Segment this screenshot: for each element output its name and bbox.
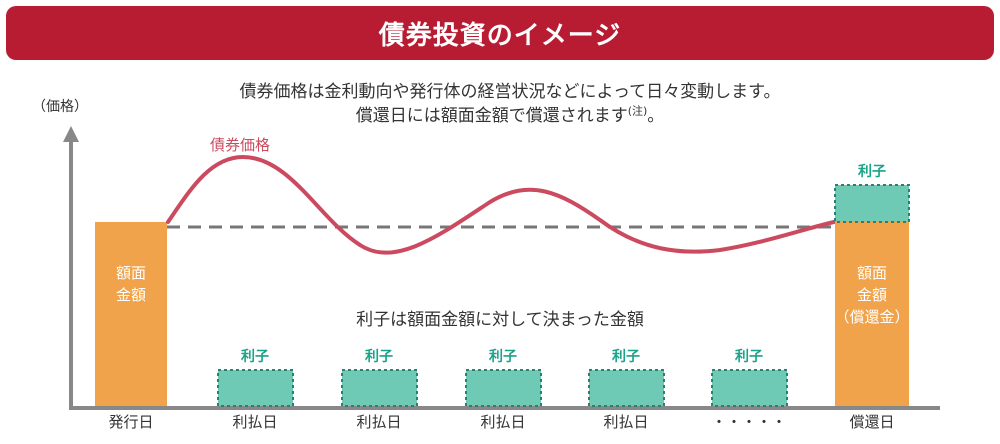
x-label-payment-date: 利払日 bbox=[356, 413, 402, 431]
coupon-label: 利子 bbox=[858, 164, 886, 180]
interest-note: 利子は額面金額に対して決まった金額 bbox=[356, 310, 644, 330]
x-label-redemption-date: 償還日 bbox=[849, 413, 895, 431]
face-value-bar-label: 額面 金額 bbox=[95, 262, 167, 306]
face-value-line-1: 額面 bbox=[115, 264, 146, 282]
face-value-line-2: 金額 bbox=[115, 286, 146, 304]
x-label-payment-date: 利払日 bbox=[603, 413, 649, 431]
note-mark: (注) bbox=[627, 104, 648, 118]
coupon-label: 利子 bbox=[612, 349, 640, 365]
coupon-label: 利子 bbox=[489, 349, 517, 365]
coupon-box bbox=[217, 369, 294, 407]
coupon-box bbox=[465, 369, 542, 407]
x-label-issue-date: 発行日 bbox=[108, 413, 154, 431]
x-label-payment-date: 利払日 bbox=[232, 413, 278, 431]
redemption-line-1: 額面 bbox=[856, 264, 887, 282]
description-line-1: 債券価格は金利動向や発行体の経営状況などによって日々変動します。 bbox=[239, 82, 781, 102]
coupon-label: 利子 bbox=[365, 349, 393, 365]
redemption-bar bbox=[835, 222, 909, 406]
coupon-label: 利子 bbox=[241, 349, 269, 365]
redemption-bar-label: 額面 金額 （償還金） bbox=[820, 262, 924, 328]
redemption-line-2: 金額 bbox=[856, 286, 887, 304]
description-line-2-end: 。 bbox=[647, 106, 665, 126]
title-banner: 債券投資のイメージ bbox=[6, 6, 994, 60]
description: 債券価格は金利動向や発行体の経営状況などによって日々変動します。 償還日には額面… bbox=[180, 80, 840, 128]
y-axis-label: （価格） bbox=[32, 99, 88, 115]
coupon-label: 利子 bbox=[735, 349, 763, 365]
final-coupon-box bbox=[834, 184, 910, 223]
coupon-box bbox=[341, 369, 418, 407]
description-line-2: 償還日には額面金額で償還されます(注)。 bbox=[180, 104, 840, 128]
price-line-label: 債券価格 bbox=[210, 136, 271, 154]
coupon-box bbox=[588, 369, 665, 407]
y-axis-arrow bbox=[63, 126, 79, 142]
redemption-line-3: （償還金） bbox=[834, 308, 910, 326]
coupon-box bbox=[711, 369, 788, 407]
banner-title: 債券投資のイメージ bbox=[378, 20, 622, 51]
face-value-bar bbox=[95, 222, 167, 406]
x-label-ellipsis: ・・・・・ bbox=[711, 413, 787, 431]
x-label-payment-date: 利払日 bbox=[480, 413, 526, 431]
bond-price-line bbox=[166, 154, 836, 255]
description-line-2-text: 償還日には額面金額で償還されます bbox=[355, 106, 628, 126]
